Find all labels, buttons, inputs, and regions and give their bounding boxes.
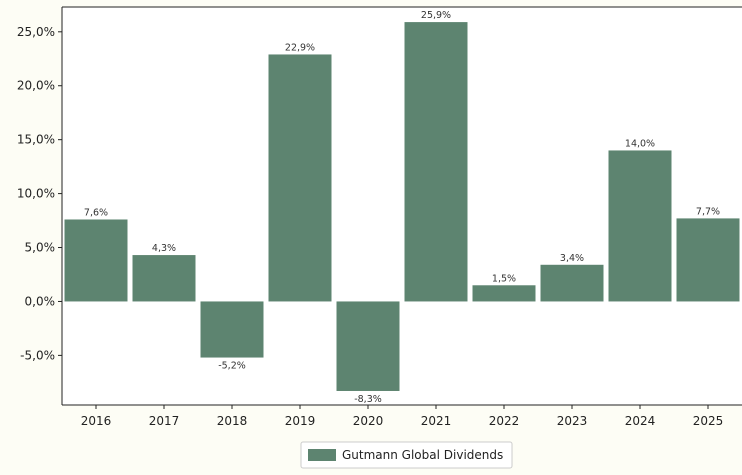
legend-label: Gutmann Global Dividends	[342, 448, 503, 462]
x-tick-label: 2022	[489, 414, 520, 428]
x-tick-label: 2020	[353, 414, 384, 428]
data-label-2018: -5,2%	[218, 361, 246, 372]
y-tick-label: 5,0%	[25, 241, 56, 255]
bar-2018	[200, 301, 264, 358]
data-label-2021: 25,9%	[421, 10, 451, 21]
data-label-2025: 7,7%	[696, 206, 720, 217]
bar-2024	[608, 150, 672, 302]
legend: Gutmann Global Dividends	[300, 441, 513, 469]
y-tick-label: 20,0%	[17, 79, 55, 93]
bar-2023	[540, 264, 604, 302]
bar-2017	[132, 255, 196, 302]
data-label-2022: 1,5%	[492, 273, 516, 284]
data-labels-group: 7,6% 4,3% -5,2% 22,9% -8,3% 25,9% 1,5% 3,4% 14,0…	[84, 10, 720, 405]
x-tick-label: 2025	[693, 414, 724, 428]
x-tick-label: 2018	[217, 414, 248, 428]
y-tick-label: 10,0%	[17, 187, 55, 201]
data-label-2017: 4,3%	[152, 243, 176, 254]
data-label-2023: 3,4%	[560, 253, 584, 264]
y-tick-label: -5,0%	[20, 348, 55, 362]
bar-2022	[472, 285, 536, 302]
bar-2019	[268, 54, 332, 302]
data-label-2020: -8,3%	[354, 394, 382, 405]
x-tick-label: 2021	[421, 414, 452, 428]
x-tick-label: 2019	[285, 414, 316, 428]
y-axis: -5,0% 0,0% 5,0% 10,0% 15,0% 20,0% 25,0%	[17, 25, 62, 362]
data-label-2016: 7,6%	[84, 207, 108, 218]
y-tick-label: 25,0%	[17, 25, 55, 39]
data-label-2019: 22,9%	[285, 42, 315, 53]
bars-group	[64, 22, 740, 391]
bar-2021	[404, 22, 468, 302]
bar-2025	[676, 218, 740, 302]
x-tick-label: 2024	[625, 414, 656, 428]
y-tick-label: 15,0%	[17, 133, 55, 147]
x-axis: 2016 2017 2018 2019 2020 2021 2022 2023 2024 2025	[81, 405, 724, 428]
y-tick-label: 0,0%	[25, 294, 56, 308]
x-tick-label: 2023	[557, 414, 588, 428]
x-tick-label: 2016	[81, 414, 112, 428]
x-tick-label: 2017	[149, 414, 180, 428]
data-label-2024: 14,0%	[625, 138, 655, 149]
bar-2020	[336, 301, 400, 391]
bar-2016	[64, 219, 128, 302]
legend-box	[300, 441, 513, 469]
legend-swatch	[308, 449, 336, 461]
